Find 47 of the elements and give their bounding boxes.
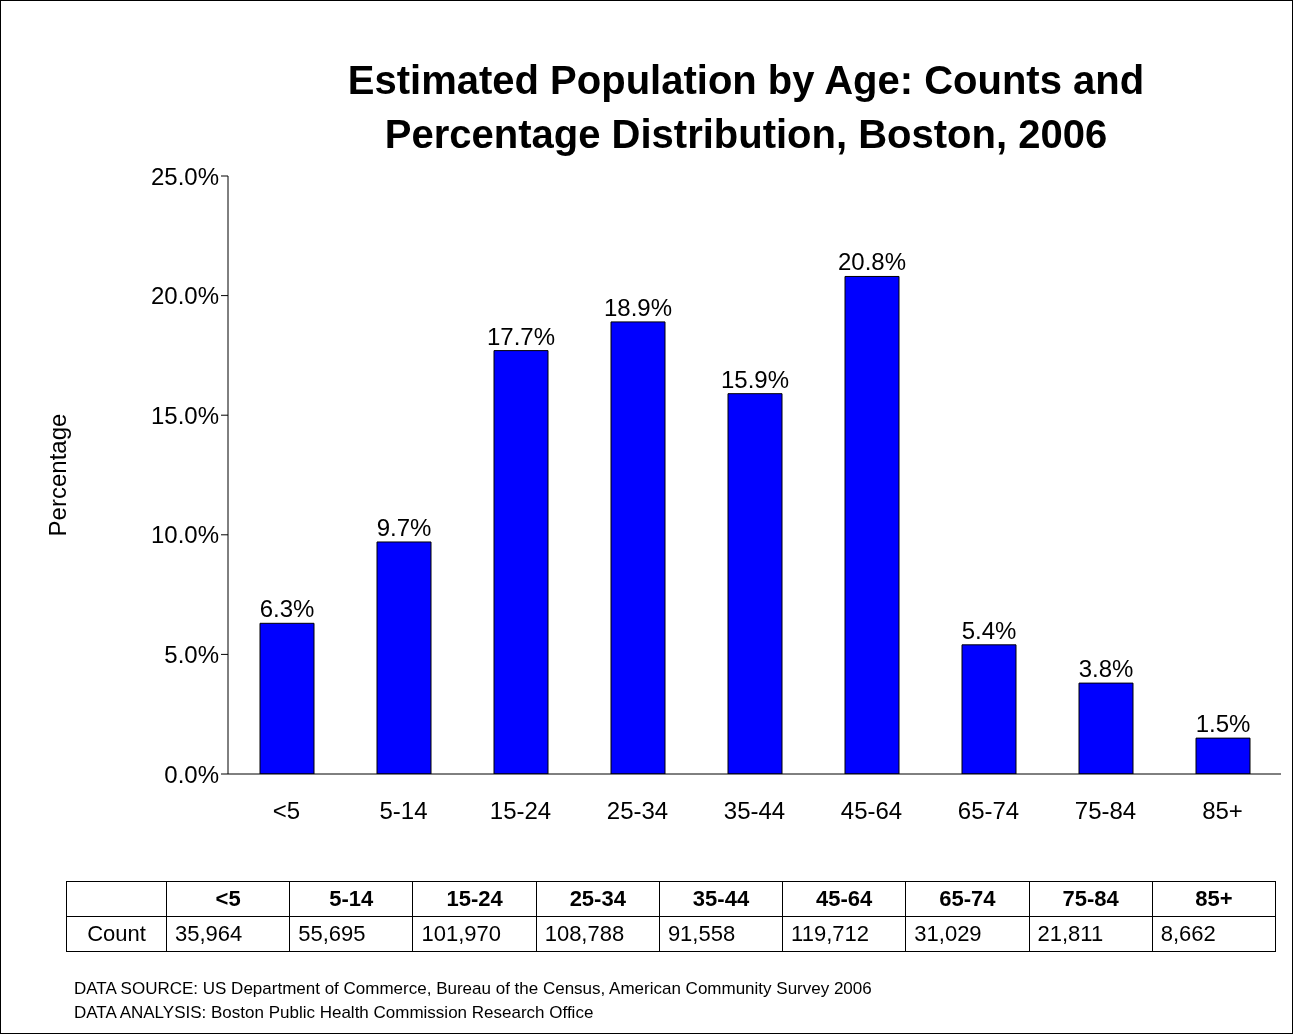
data-label: 21,811 <box>1029 916 1153 952</box>
chart-title: Estimated Population by Age: Counts and Percentage Distribution, Boston, 2006 <box>346 57 1146 158</box>
y-tick-label: 10.0% <box>150 521 219 549</box>
data-label: 35,964 <box>166 916 290 952</box>
y-tick-label: 5.0% <box>164 640 219 668</box>
data-label: 101,970 <box>412 916 537 952</box>
data-label: 9.7% <box>376 513 432 541</box>
category-label: 35-44 <box>659 881 783 917</box>
y-tick-label: 15.0% <box>150 401 219 429</box>
category-label: 25-34 <box>536 881 660 917</box>
x-tick-label: 65-74 <box>957 797 1020 825</box>
y-axis-title: Percentage <box>44 413 72 537</box>
data-label: 8,662 <box>1152 916 1276 952</box>
x-tick-label: 75-84 <box>1074 797 1137 825</box>
data-label: 20.8% <box>837 248 907 276</box>
y-tick-label: 0.0% <box>164 760 219 788</box>
source-note: DATA SOURCE: US Department of Commerce, Bureau of the Census, American Community Survey 2006 <box>74 978 872 1000</box>
category-label: 65-74 <box>905 881 1030 917</box>
category-label: 15-24 <box>412 881 537 917</box>
data-label: 17.7% <box>486 322 556 350</box>
data-label: 119,712 <box>782 916 906 952</box>
data-label: 1.5% <box>1195 710 1251 738</box>
data-label: 108,788 <box>536 916 660 952</box>
y-tick-label: 20.0% <box>150 282 219 310</box>
category-label: <5 <box>166 881 290 917</box>
x-tick-label: <5 <box>272 797 301 825</box>
data-label: 18.9% <box>603 293 673 321</box>
category-label: 5-14 <box>289 881 413 917</box>
data-label: 31,029 <box>905 916 1030 952</box>
data-label: 6.3% <box>259 595 315 623</box>
text: DATA ANALYSIS: Boston Public Health Commission Research Office <box>74 1002 595 1024</box>
x-tick-label: 25-34 <box>606 797 669 825</box>
category-label: 85+ <box>1152 881 1276 917</box>
category-label: 75-84 <box>1029 881 1153 917</box>
data-label: 3.8% <box>1078 655 1134 683</box>
data-label: 55,695 <box>289 916 413 952</box>
data-label: 15.9% <box>720 365 790 393</box>
legend-label: Count <box>66 916 167 952</box>
data-label: 5.4% <box>961 616 1017 644</box>
x-tick-label: 15-24 <box>489 797 552 825</box>
x-tick-label: 85+ <box>1202 797 1243 825</box>
data-label: 91,558 <box>659 916 783 952</box>
category-label: 45-64 <box>782 881 906 917</box>
x-tick-label: 35-44 <box>723 797 786 825</box>
x-tick-label: 45-64 <box>840 797 903 825</box>
x-tick-label: 5-14 <box>379 797 428 825</box>
y-tick-label: 25.0% <box>150 162 219 190</box>
